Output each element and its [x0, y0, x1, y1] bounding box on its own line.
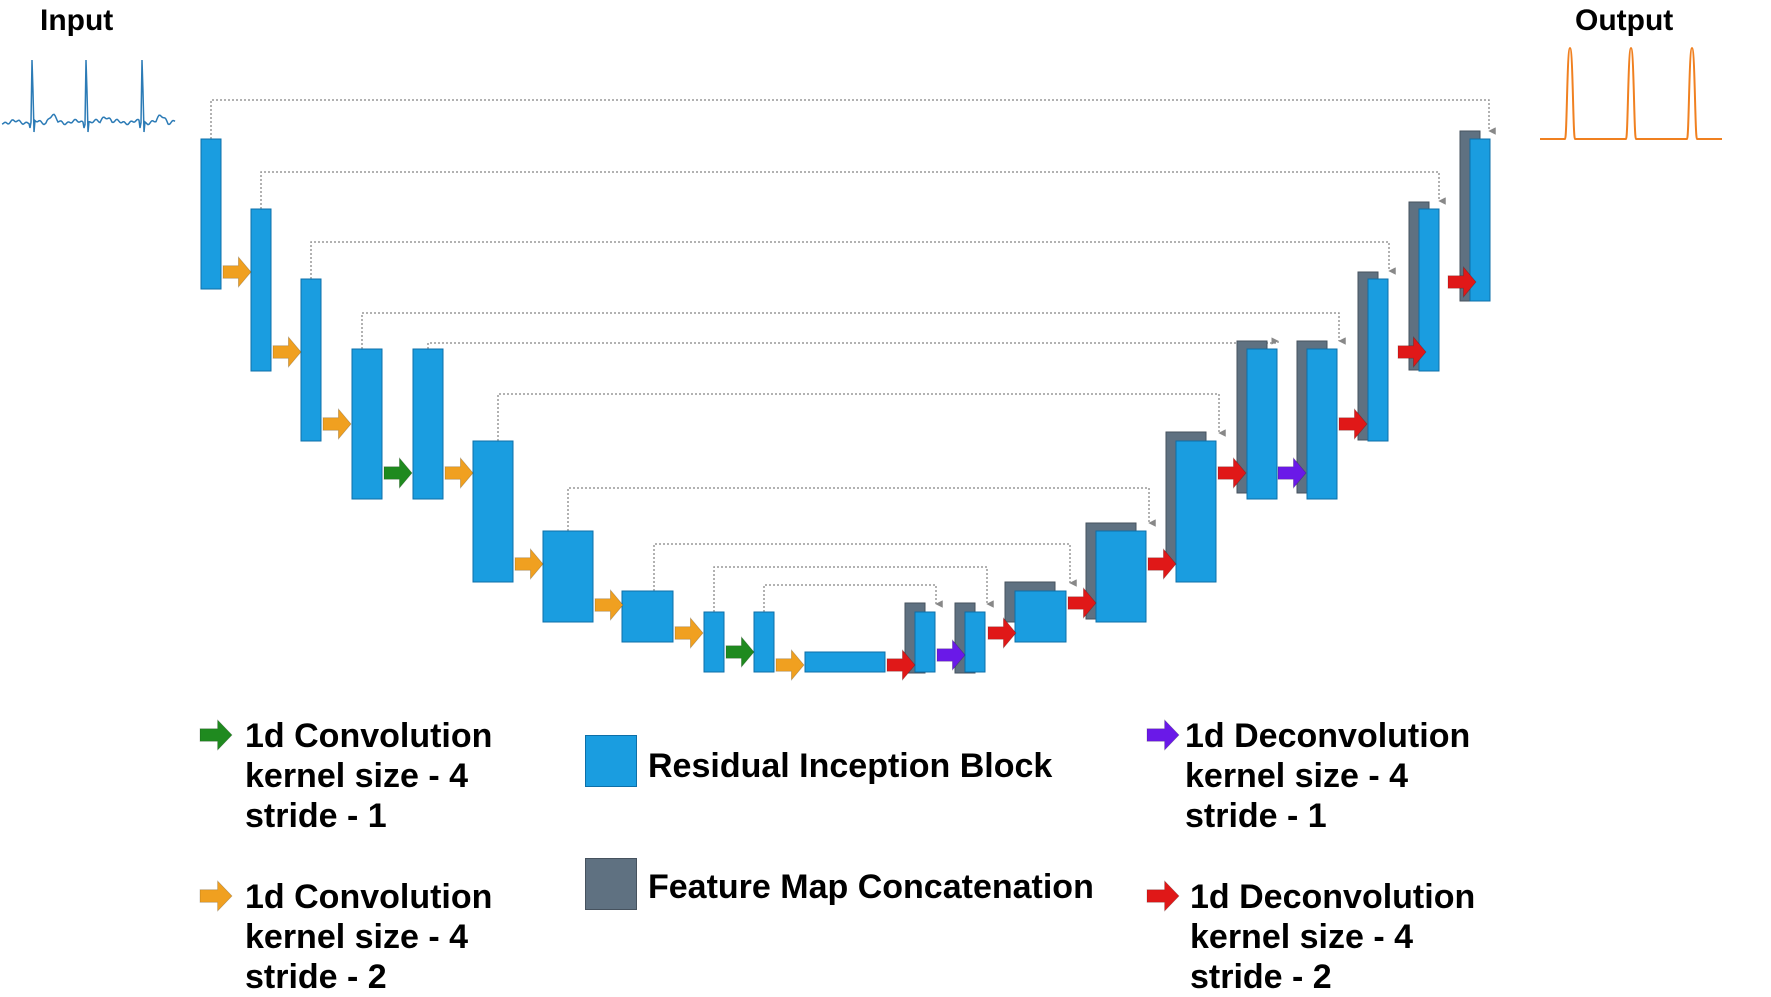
- skip-connection: [497, 393, 1226, 441]
- legend-deconv-s1-line2: kernel size - 4: [1185, 757, 1409, 795]
- input-signal-waveform: [1, 59, 176, 133]
- decoder-block: [1014, 590, 1067, 643]
- encoder-block: [621, 590, 674, 643]
- decoder-block: [1469, 138, 1491, 302]
- green-arrow-icon: [199, 719, 233, 751]
- concat-layer: [904, 130, 1481, 674]
- legend-conv-s1-line3: stride - 1: [245, 797, 387, 835]
- skip-connection: [310, 241, 1396, 279]
- skip-connection: [260, 171, 1446, 209]
- conv-stride2-arrow: [674, 616, 704, 650]
- conv-stride2-arrow: [444, 456, 474, 490]
- legend-deconv-s2-line1: 1d Deconvolution: [1190, 878, 1476, 916]
- encoder-block: [804, 651, 886, 673]
- deconv-stride1-arrow: [1277, 456, 1307, 490]
- encoder-block: [200, 138, 222, 290]
- skip-connection: [210, 99, 1496, 139]
- legend-conv-s1-line2: kernel size - 4: [245, 757, 469, 795]
- deconv-stride1-arrow: [936, 638, 966, 672]
- deconv-stride2-arrow: [987, 616, 1017, 650]
- decoder-block: [1306, 348, 1338, 500]
- deconv-stride2-arrow: [1147, 547, 1177, 581]
- legend-deconv-s2: 1d Deconvolution kernel size - 4 stride …: [1190, 877, 1475, 997]
- signals-layer: [1, 46, 1722, 140]
- legend-conv-s2-line3: stride - 2: [245, 958, 387, 996]
- legend-conv-s2-icon: [199, 880, 233, 912]
- skip-connection: [763, 584, 943, 612]
- legend-deconv-s2-icon: [1146, 880, 1180, 912]
- encoder-block: [300, 278, 322, 442]
- deconv-stride2-arrow: [1217, 456, 1247, 490]
- legend-concat-swatch: [585, 858, 637, 910]
- legend-concat-label: Feature Map Concatenation: [648, 868, 1094, 906]
- blocks-layer: [200, 138, 1491, 673]
- purple-arrow-icon: [1146, 719, 1180, 751]
- legend-conv-s2-line1: 1d Convolution: [245, 878, 493, 916]
- encoder-block: [250, 208, 272, 372]
- legend-deconv-s2-line3: stride - 2: [1190, 958, 1332, 996]
- deconv-stride2-arrow: [1397, 335, 1427, 369]
- legend-conv-s1-line1: 1d Convolution: [245, 717, 493, 755]
- deconv-stride2-arrow: [1338, 407, 1368, 441]
- output-label: Output: [1575, 4, 1673, 37]
- legend-block-swatch: [585, 735, 637, 787]
- skip-connection: [427, 337, 1279, 349]
- decoder-block: [1095, 530, 1147, 623]
- skip-connections-layer: [210, 99, 1496, 612]
- conv-stride2-arrow: [775, 648, 805, 682]
- skip-connection: [713, 566, 994, 612]
- legend-block: Residual Inception Block: [648, 746, 1052, 786]
- decoder-block: [914, 611, 936, 673]
- legend-deconv-s2-line2: kernel size - 4: [1190, 918, 1414, 956]
- legend-deconv-s1-line3: stride - 1: [1185, 797, 1327, 835]
- legend-conv-s1-icon: [199, 719, 233, 751]
- decoder-block: [1246, 348, 1278, 500]
- conv-stride1-arrow: [383, 456, 413, 490]
- decoder-block: [964, 611, 986, 673]
- legend-deconv-s1: 1d Deconvolution kernel size - 4 stride …: [1185, 716, 1470, 836]
- orange-arrow-icon: [199, 880, 233, 912]
- encoder-block: [472, 440, 514, 583]
- legend-concat: Feature Map Concatenation: [648, 867, 1094, 907]
- legend-deconv-s1-line1: 1d Deconvolution: [1185, 717, 1471, 755]
- encoder-block: [542, 530, 594, 623]
- legend-deconv-s1-icon: [1146, 719, 1180, 751]
- encoder-block: [753, 611, 775, 673]
- conv-stride2-arrow: [594, 588, 624, 622]
- deconv-stride2-arrow: [886, 648, 916, 682]
- encoder-block: [412, 348, 444, 500]
- legend-block-label: Residual Inception Block: [648, 747, 1053, 785]
- conv-stride1-arrow: [725, 635, 755, 669]
- skip-connection: [361, 312, 1346, 349]
- red-arrow-icon: [1146, 880, 1180, 912]
- conv-stride2-arrow: [222, 255, 252, 289]
- operations-layer: [222, 255, 1477, 682]
- conv-stride2-arrow: [514, 547, 544, 581]
- decoder-block: [1367, 278, 1389, 442]
- decoder-block: [1418, 208, 1440, 372]
- encoder-block: [703, 611, 725, 673]
- encoder-block: [351, 348, 383, 500]
- skip-connection: [567, 487, 1156, 531]
- output-signal-waveform: [1540, 46, 1722, 140]
- conv-stride2-arrow: [322, 407, 352, 441]
- input-label: Input: [40, 4, 113, 37]
- legend-conv-s2: 1d Convolution kernel size - 4 stride - …: [245, 877, 492, 997]
- legend-conv-s1: 1d Convolution kernel size - 4 stride - …: [245, 716, 492, 836]
- conv-stride2-arrow: [272, 335, 302, 369]
- deconv-stride2-arrow: [1067, 586, 1097, 620]
- legend-conv-s2-line2: kernel size - 4: [245, 918, 469, 956]
- deconv-stride2-arrow: [1447, 265, 1477, 299]
- decoder-block: [1175, 440, 1217, 583]
